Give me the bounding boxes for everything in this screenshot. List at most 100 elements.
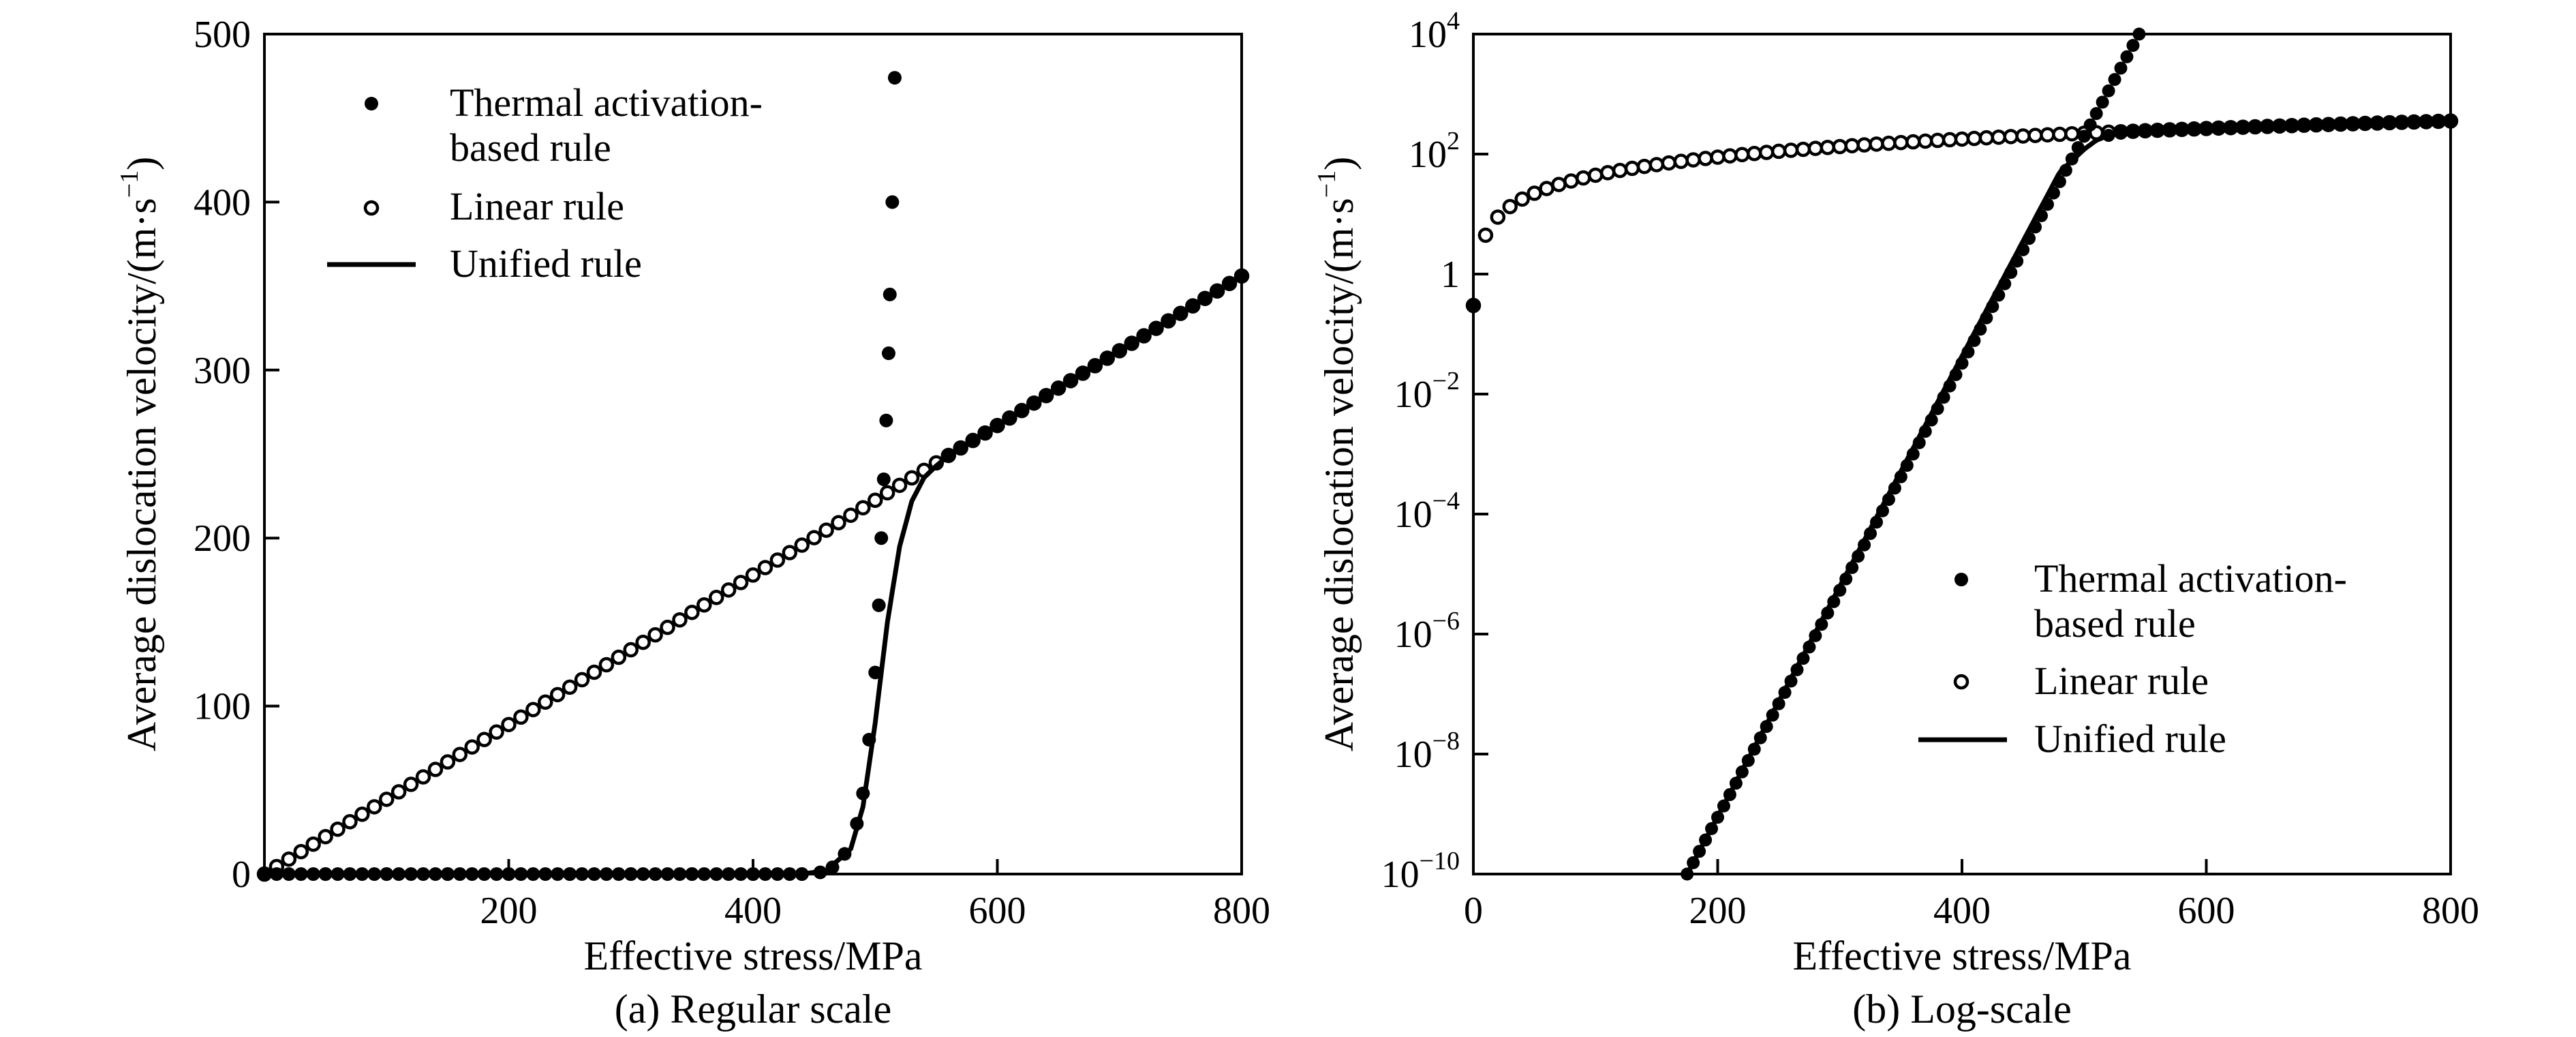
panel-a-linear-point xyxy=(769,552,786,568)
panel-a-linear-point xyxy=(452,747,468,762)
panel-a-legend-unified-label: Unified rule xyxy=(450,241,642,286)
panel-a-linear-point xyxy=(390,784,407,800)
panel-b-xlabel: Effective stress/MPa xyxy=(1792,933,2131,978)
panel-b-plot-frame xyxy=(1472,33,2452,875)
panel-a-linear-point xyxy=(538,694,553,710)
panel-b-linear-point xyxy=(1539,181,1554,196)
panel-b-ytick-label: 10−4 xyxy=(1394,487,1460,536)
panel-b-ytick-label: 104 xyxy=(1409,7,1460,56)
panel-b-linear-point xyxy=(1783,142,1799,158)
panel-b-thermal-point xyxy=(2102,84,2115,97)
panel-a-thermal-point xyxy=(885,195,900,209)
panel-b-linear-point xyxy=(1942,132,1958,148)
panel-b-unified-rule-line xyxy=(1685,119,2450,875)
panel-a-linear-point xyxy=(855,500,871,515)
panel-a-linear-point xyxy=(513,709,529,725)
panel-b-linear-point xyxy=(1905,134,1921,150)
panel-a-regular-scale: 200 400 600 800 0 100 200 300 400 500 Thermal act… xyxy=(115,14,1270,1032)
panel-a-linear-point xyxy=(379,792,395,807)
panel-b-linear-point xyxy=(1929,132,1946,149)
panel-a-thermal-point xyxy=(876,472,891,486)
panel-a-xtick-label: 800 xyxy=(1213,890,1270,932)
panel-b-linear-point xyxy=(1490,209,1506,225)
panel-b-legend-thermal-marker xyxy=(1954,573,1968,586)
panel-a-linear-point xyxy=(757,560,773,575)
panel-b-linear-point xyxy=(1954,131,1970,147)
panel-b-linear-point xyxy=(2027,127,2043,143)
panel-b-linear-point xyxy=(1599,165,1616,181)
panel-a-legend-linear-label: Linear rule xyxy=(450,184,624,228)
panel-b-linear-point xyxy=(1698,151,1713,166)
panel-a-linear-point xyxy=(843,507,859,523)
panel-a-linear-point xyxy=(660,619,675,635)
panel-b-linear-point xyxy=(1795,141,1811,157)
panel-b-linear-point xyxy=(1649,157,1665,172)
panel-b-caption: (b) Log-scale xyxy=(1852,987,2072,1032)
panel-a-linear-point xyxy=(354,807,370,822)
panel-b-linear-point xyxy=(1502,198,1518,215)
panel-b-thermal-point xyxy=(2114,61,2128,75)
panel-a-legend-linear-marker xyxy=(363,200,380,216)
panel-b-thermal-point xyxy=(2108,73,2121,87)
panel-b-legend: Thermal activation-based rule Linear rule… xyxy=(1918,556,2347,761)
panel-b-ytick-label: 10−10 xyxy=(1381,847,1460,896)
panel-b-thermal-point xyxy=(2126,39,2140,52)
panel-b-ytick-label: 10−6 xyxy=(1394,607,1460,656)
panel-b-linear-point xyxy=(1917,133,1933,149)
panel-b-thermal-activation-series xyxy=(1467,27,2457,881)
panel-a-plot-frame xyxy=(263,33,1243,875)
panel-b-legend-linear-label: Linear rule xyxy=(2034,659,2209,703)
panel-a-linear-point xyxy=(598,657,615,673)
panel-a-linear-point xyxy=(806,530,822,545)
panel-b-ylabel: Average dislocation velocity/(m·s−1) xyxy=(1313,157,1362,751)
panel-b-linear-point xyxy=(2064,125,2080,142)
panel-a-linear-point xyxy=(623,642,639,658)
panel-a-linear-point xyxy=(831,515,846,530)
panel-a-linear-point xyxy=(684,604,700,620)
panel-b-thermal-point xyxy=(2132,27,2146,41)
panel-a-legend-thermal-label: Thermal activation- xyxy=(450,80,763,125)
panel-b-linear-point xyxy=(1588,167,1604,183)
panel-b-linear-point xyxy=(1844,138,1860,153)
panel-b-linear-point xyxy=(1551,177,1567,192)
panel-b-linear-point xyxy=(1710,149,1726,165)
panel-b-thermal-point xyxy=(2083,118,2097,132)
panel-b-thermal-point xyxy=(2120,50,2134,63)
panel-b-linear-point xyxy=(1832,138,1847,155)
panel-b-thermal-point xyxy=(2444,114,2457,127)
panel-b-linear-point xyxy=(1636,158,1653,175)
panel-b-linear-point xyxy=(1685,152,1701,168)
panel-b-linear-point xyxy=(2052,126,2068,142)
panel-b-linear-point xyxy=(1807,140,1824,156)
panel-a-linear-point xyxy=(635,634,651,650)
panel-a-linear-point xyxy=(305,836,321,852)
panel-a-legend: Thermal activation-based rule Linear rule… xyxy=(327,80,763,286)
panel-b-linear-point xyxy=(1881,135,1897,151)
panel-b-linear-point xyxy=(1514,191,1530,207)
panel-a-linear-point xyxy=(281,851,297,867)
panel-a-linear-point xyxy=(879,485,895,501)
panel-a-ticks: 200 400 600 800 0 100 200 300 400 500 xyxy=(194,14,1270,932)
panel-b-linear-point xyxy=(1893,134,1909,151)
panel-b-linear-point xyxy=(1624,160,1640,177)
panel-a-linear-point xyxy=(476,732,492,747)
panel-a-ytick-label: 100 xyxy=(194,686,251,728)
panel-a-xlabel: Effective stress/MPa xyxy=(583,933,922,978)
panel-b-ylabel-text: Average dislocation velocity/(m·s xyxy=(1317,198,1362,751)
panel-b-ytick-label: 10−8 xyxy=(1394,727,1460,776)
panel-b-thermal-point xyxy=(2077,130,2091,143)
panel-a-linear-point xyxy=(342,813,358,830)
panel-a-thermal-point xyxy=(879,413,893,427)
panel-a-xtick-label: 400 xyxy=(724,890,782,932)
panel-a-linear-point xyxy=(549,687,566,703)
panel-b-linear-point xyxy=(1673,153,1689,169)
panel-b-linear-point xyxy=(1770,143,1787,160)
panel-b-xtick-label: 0 xyxy=(1464,890,1483,932)
panel-a-ytick-label: 0 xyxy=(232,854,251,896)
panel-a-linear-point xyxy=(293,843,309,860)
panel-b-linear-point xyxy=(2015,128,2031,144)
panel-a-ylabel: Average dislocation velocity/(m·s−1) xyxy=(115,157,164,751)
panel-a-linear-point xyxy=(330,821,346,837)
panel-b-linear-rule-series xyxy=(1465,113,2459,314)
panel-b-linear-point xyxy=(1527,185,1542,201)
